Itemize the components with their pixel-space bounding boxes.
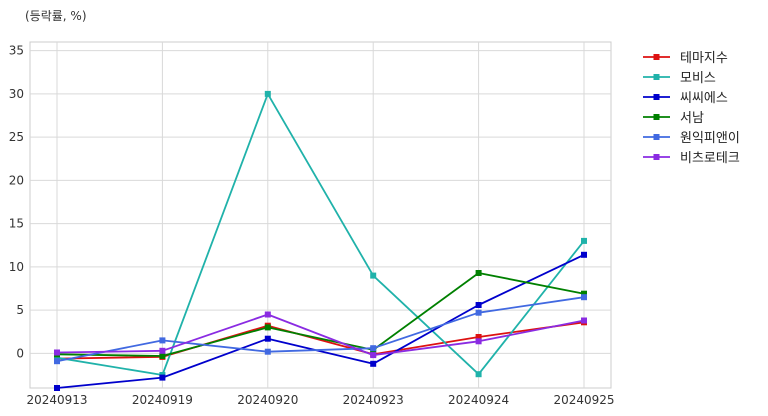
data-point [54, 349, 60, 356]
series-line [56, 93, 585, 376]
legend-marker [653, 134, 660, 140]
legend-item: 서남 [643, 111, 704, 126]
y-tick-label: 35 [9, 44, 24, 58]
data-point [159, 374, 166, 381]
data-point [581, 237, 587, 244]
data-point [159, 353, 166, 359]
data-point [54, 385, 60, 391]
legend-marker [653, 54, 660, 60]
data-point [581, 317, 587, 324]
data-point [475, 334, 482, 340]
legend-label: 모비스 [680, 71, 716, 86]
legend-marker [653, 94, 660, 100]
legend-label: 씨씨에스 [680, 91, 728, 106]
data-point [581, 294, 587, 301]
y-tick-label: 25 [9, 130, 24, 144]
legend-label: 테마지수 [680, 51, 728, 66]
data-point [581, 251, 587, 258]
x-tick-label: 20240920 [237, 393, 298, 407]
series-4 [54, 294, 587, 365]
legend-item: 테마지수 [643, 51, 728, 66]
x-tick-label: 20240919 [132, 393, 193, 407]
y-tick-label: 10 [9, 260, 24, 274]
data-point [159, 347, 166, 354]
data-point [264, 311, 271, 318]
series-line [56, 253, 585, 389]
data-point [264, 324, 271, 331]
x-tick-label: 20240924 [448, 393, 509, 407]
legend-label: 원익피앤이 [680, 131, 740, 146]
legend-item: 비츠로테크 [643, 151, 740, 166]
series-lines [54, 90, 587, 391]
series-line [56, 321, 585, 360]
y-tick-label: 20 [9, 173, 24, 187]
data-point [370, 360, 377, 367]
data-point [159, 337, 166, 344]
x-tick-label: 20240913 [26, 393, 87, 407]
series-2 [54, 251, 587, 391]
series-line [56, 272, 585, 357]
legend-label: 비츠로테크 [680, 151, 740, 166]
data-point [370, 352, 377, 359]
data-point [264, 348, 271, 355]
y-tick-label: 30 [9, 87, 24, 101]
data-point [264, 335, 271, 342]
grid [29, 41, 612, 389]
unit-label: (등락률, %) [25, 9, 87, 23]
data-point [370, 272, 377, 279]
legend-marker [653, 114, 660, 120]
data-point [475, 309, 482, 316]
data-point [264, 90, 271, 97]
data-point [54, 358, 60, 365]
y-tick-label: 0 [16, 346, 24, 360]
plot-frame [29, 41, 612, 389]
data-point [475, 338, 482, 345]
data-point [370, 345, 377, 352]
x-tick-label: 20240925 [553, 393, 614, 407]
legend-item: 모비스 [643, 71, 716, 86]
data-point [475, 302, 482, 308]
data-point [54, 354, 60, 361]
legend-item: 씨씨에스 [643, 91, 728, 106]
data-point [581, 290, 587, 297]
legend-item: 원익피앤이 [643, 131, 740, 146]
y-tick-label: 5 [16, 303, 24, 317]
x-tick-label: 20240923 [343, 393, 404, 407]
y-tick-label: 15 [9, 217, 24, 231]
series-line [56, 296, 585, 363]
legend-marker [653, 154, 660, 160]
series-5 [54, 311, 587, 359]
data-point [475, 270, 482, 276]
data-point [475, 371, 482, 378]
series-line [56, 313, 585, 357]
legend-label: 서남 [680, 111, 704, 126]
axes: 0 5 10 15 20 25 30 35 20240913 20240919 20240920 20… [9, 44, 615, 407]
legend-marker [653, 74, 660, 80]
